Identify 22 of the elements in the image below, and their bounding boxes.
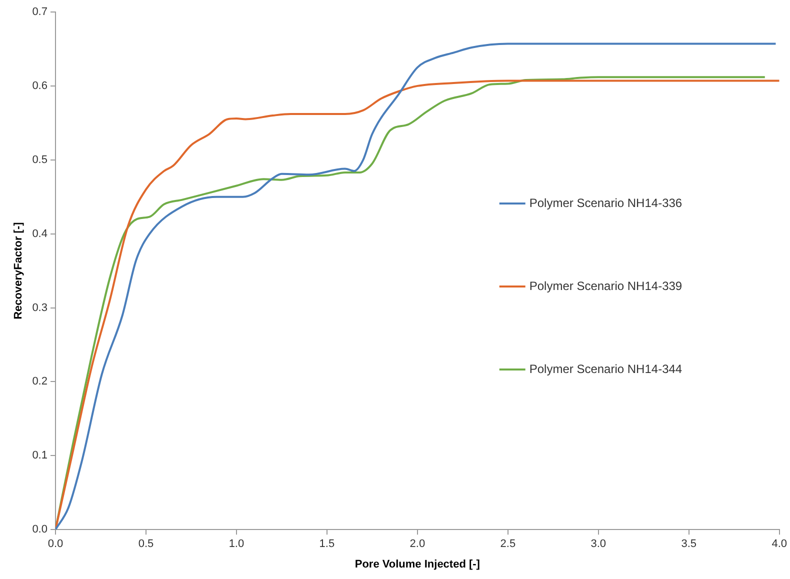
x-tick-label: 4.0 (772, 538, 788, 550)
x-tick-label: 2.5 (500, 538, 516, 550)
x-tick-label: 3.5 (681, 538, 697, 550)
y-tick-label: 0.3 (32, 302, 48, 314)
y-tick-label: 0.7 (32, 6, 48, 18)
y-axis-title: RecoveryFactor [-] (12, 222, 25, 320)
x-tick-label: 1.5 (319, 538, 335, 550)
x-tick-label: 3.0 (590, 538, 606, 550)
y-tick-label: 0.1 (32, 450, 48, 462)
x-tick-label: 1.0 (228, 538, 244, 550)
y-tick-label: 0.0 (32, 524, 48, 536)
x-tick-label: 0.0 (48, 538, 64, 550)
legend-label: Polymer Scenario NH14-339 (529, 278, 682, 293)
x-axis-title: Pore Volume Injected [-] (354, 558, 480, 570)
legend-label: Polymer Scenario NH14-344 (529, 362, 682, 376)
y-tick-label: 0.4 (32, 228, 48, 240)
x-tick-label: 2.0 (410, 538, 426, 550)
y-tick-label: 0.6 (32, 80, 48, 92)
y-tick-label: 0.5 (32, 154, 48, 166)
y-tick-label: 0.2 (32, 376, 48, 388)
legend-label: Polymer Scenario NH14-336 (529, 196, 682, 210)
x-tick-label: 0.5 (138, 538, 154, 550)
